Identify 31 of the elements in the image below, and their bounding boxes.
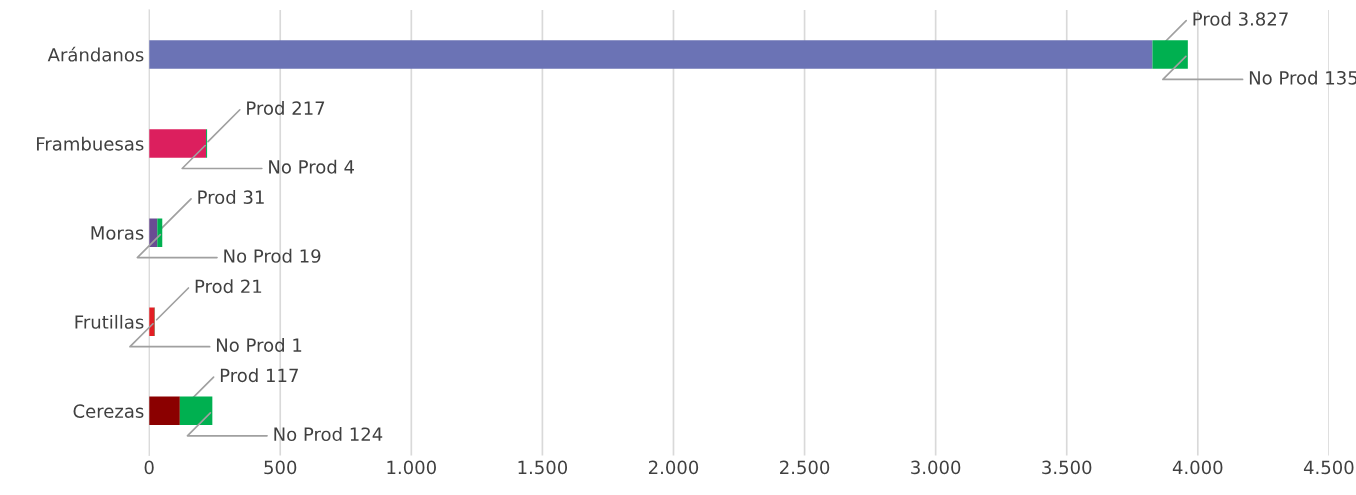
data-label: No Prod 19 <box>224 248 321 263</box>
x-tick-label: 500 <box>264 460 297 475</box>
bar <box>149 129 207 158</box>
data-label: Prod 3.827 <box>1193 11 1288 26</box>
bar <box>149 40 1153 69</box>
data-label: Prod 31 <box>198 190 264 205</box>
y-tick-label: Arándanos <box>47 46 144 62</box>
data-label: No Prod 1 <box>217 337 302 352</box>
x-tick-label: 1.500 <box>518 460 568 475</box>
x-tick-label: 4.500 <box>1303 460 1354 475</box>
bar <box>149 396 180 426</box>
y-tick-label: Frutillas <box>75 314 144 329</box>
x-tick-label: 3.500 <box>1042 460 1092 475</box>
x-tick-label: 0 <box>144 460 154 475</box>
x-tick-label: 1.000 <box>387 460 436 475</box>
x-tick-label: 3.000 <box>911 460 961 475</box>
data-label: Prod 21 <box>195 279 262 294</box>
y-tick-label: Cerezas <box>73 404 144 418</box>
bar <box>1152 40 1188 69</box>
y-tick-label: Frambuesas <box>37 136 144 151</box>
bar <box>179 396 213 426</box>
data-label: Prod 117 <box>220 368 298 383</box>
y-tick-label: Moras <box>91 226 144 240</box>
x-tick-label: 2.000 <box>648 460 699 475</box>
x-tick-label: 2.500 <box>780 460 830 475</box>
bar <box>149 307 155 337</box>
data-label: No Prod 124 <box>274 427 383 442</box>
data-label: No Prod 4 <box>269 159 354 174</box>
x-tick-label: 4.000 <box>1172 460 1223 475</box>
bar <box>157 218 163 247</box>
data-label: Prod 217 <box>247 100 325 115</box>
